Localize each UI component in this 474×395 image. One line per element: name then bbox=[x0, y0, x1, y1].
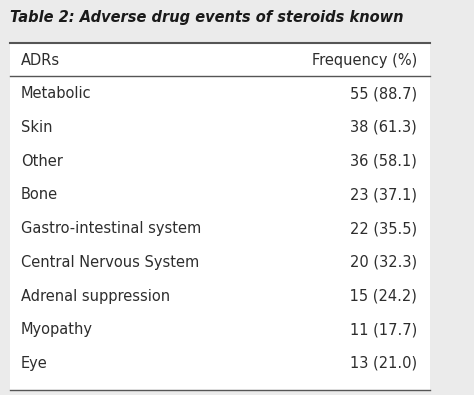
Text: 55 (88.7): 55 (88.7) bbox=[350, 86, 417, 101]
Text: 23 (37.1): 23 (37.1) bbox=[350, 187, 417, 202]
Text: Gastro-intestinal system: Gastro-intestinal system bbox=[21, 221, 201, 236]
Text: Frequency (%): Frequency (%) bbox=[312, 53, 417, 68]
Text: 20 (32.3): 20 (32.3) bbox=[350, 255, 417, 270]
Text: Metabolic: Metabolic bbox=[21, 86, 91, 101]
Text: 11 (17.7): 11 (17.7) bbox=[350, 322, 417, 337]
Text: 38 (61.3): 38 (61.3) bbox=[350, 120, 417, 135]
Text: 15 (24.2): 15 (24.2) bbox=[346, 288, 417, 303]
Text: Central Nervous System: Central Nervous System bbox=[21, 255, 200, 270]
Text: 13 (21.0): 13 (21.0) bbox=[350, 356, 417, 371]
Text: Eye: Eye bbox=[21, 356, 48, 371]
Text: Table 2: Adverse drug events of steroids known: Table 2: Adverse drug events of steroids… bbox=[10, 10, 404, 25]
Text: Bone: Bone bbox=[21, 187, 58, 202]
Text: 36 (58.1): 36 (58.1) bbox=[350, 154, 417, 169]
Text: Other: Other bbox=[21, 154, 63, 169]
FancyBboxPatch shape bbox=[10, 43, 430, 390]
Text: 22 (35.5): 22 (35.5) bbox=[350, 221, 417, 236]
Text: ADRs: ADRs bbox=[21, 53, 60, 68]
Text: Adrenal suppression: Adrenal suppression bbox=[21, 288, 170, 303]
Text: Myopathy: Myopathy bbox=[21, 322, 93, 337]
Text: Skin: Skin bbox=[21, 120, 53, 135]
